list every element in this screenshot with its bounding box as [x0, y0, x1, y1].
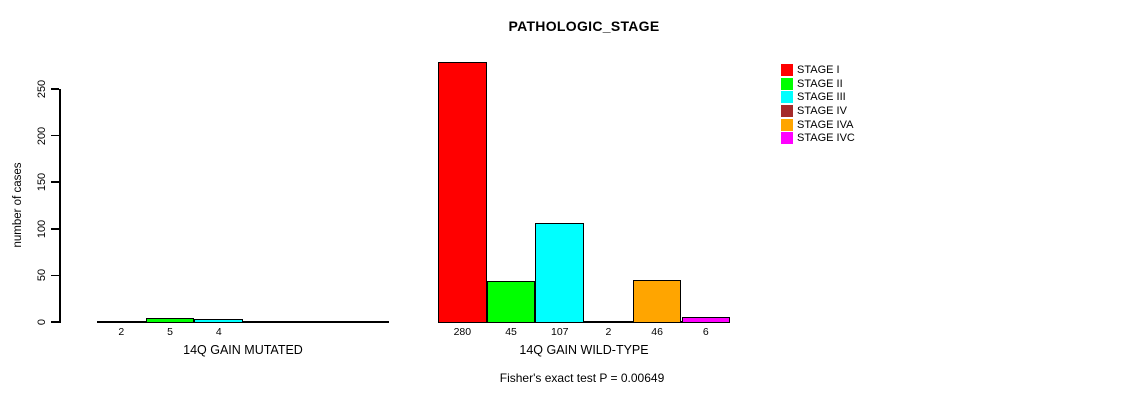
- legend-item: STAGE IV: [781, 104, 855, 118]
- y-tick-mark: [51, 134, 59, 137]
- x-group-label-wildtype: 14Q GAIN WILD-TYPE: [519, 343, 649, 357]
- y-tick-label: 150: [36, 172, 48, 192]
- y-tick-label: 200: [36, 126, 48, 145]
- y-tick-mark: [51, 227, 59, 230]
- bar-stage-iv: [584, 321, 633, 323]
- y-tick-mark: [51, 181, 59, 183]
- legend-label: STAGE II: [797, 77, 843, 90]
- y-tick-label: 0: [36, 318, 48, 326]
- y-tick-mark: [51, 88, 59, 90]
- bar-stage-ii: [486, 281, 536, 323]
- y-tick-mark: [51, 321, 59, 323]
- bar-stage-iva: [632, 280, 682, 323]
- fisher-test-note: Fisher's exact test P = 0.00649: [499, 371, 665, 385]
- legend-swatch: [781, 132, 793, 145]
- bar-stage-i: [438, 62, 487, 323]
- bar-value-label: 46: [651, 326, 663, 338]
- legend-label: STAGE IV: [797, 104, 847, 117]
- bar-value-label: 6: [702, 326, 709, 338]
- legend-swatch: [781, 104, 793, 117]
- legend-label: STAGE IVC: [797, 132, 855, 145]
- bar-stage-ivc: [681, 317, 731, 323]
- legend-item: STAGE II: [781, 77, 855, 91]
- bar-value-label: 107: [550, 326, 569, 338]
- bar-value-label: 45: [505, 326, 517, 338]
- bar-value-label: 2: [605, 326, 612, 338]
- legend-label: STAGE III: [797, 91, 846, 104]
- bar-stage-iii: [535, 223, 585, 323]
- legend-label: STAGE I: [797, 63, 840, 76]
- bar-value-label: 280: [453, 326, 472, 338]
- y-axis-line: [59, 89, 61, 323]
- bar-value-label: 4: [215, 326, 222, 338]
- y-tick-label: 50: [36, 269, 48, 282]
- chart-title: PATHOLOGIC_STAGE: [508, 18, 660, 34]
- legend-swatch: [781, 63, 793, 76]
- x-group-label-mutated: 14Q GAIN MUTATED: [183, 343, 303, 357]
- y-tick-label: 250: [36, 79, 48, 99]
- bar-stage-ii: [145, 318, 195, 323]
- legend-item: STAGE IVC: [781, 131, 855, 145]
- legend-item: STAGE I: [781, 63, 855, 77]
- bar-stage-i: [97, 321, 146, 323]
- bar-stage-iii: [194, 319, 244, 323]
- bar-value-label: 5: [167, 326, 173, 338]
- legend-label: STAGE IVA: [797, 118, 854, 131]
- legend-swatch: [781, 118, 793, 131]
- legend-swatch: [781, 77, 793, 90]
- legend-swatch: [781, 91, 793, 104]
- legend-item: STAGE IVA: [781, 118, 855, 132]
- y-axis-title: number of cases: [12, 162, 24, 248]
- y-tick-mark: [51, 274, 59, 277]
- legend: STAGE I STAGE II STAGE III STAGE IV STAGE IV…: [781, 63, 855, 145]
- y-tick-label: 100: [36, 219, 48, 238]
- legend-item: STAGE III: [781, 90, 855, 104]
- bar-value-label: 2: [118, 326, 125, 338]
- group-baseline: [97, 321, 390, 323]
